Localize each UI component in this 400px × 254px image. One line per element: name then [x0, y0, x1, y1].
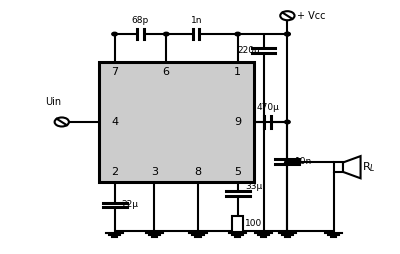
Text: 1: 1: [234, 67, 241, 77]
Text: 33µ: 33µ: [245, 182, 262, 191]
Circle shape: [55, 117, 69, 126]
Text: 9: 9: [234, 117, 241, 127]
Text: 68p: 68p: [132, 16, 149, 25]
Text: 7: 7: [111, 67, 118, 77]
Circle shape: [285, 32, 290, 36]
Bar: [232, 216, 243, 232]
Text: 4: 4: [111, 117, 118, 127]
Text: 5: 5: [234, 167, 241, 177]
Text: 220µ: 220µ: [238, 46, 260, 55]
Text: 6: 6: [163, 67, 170, 77]
Circle shape: [280, 11, 294, 20]
Circle shape: [285, 32, 290, 36]
Circle shape: [164, 32, 169, 36]
Circle shape: [235, 32, 240, 36]
Text: 1n: 1n: [190, 16, 202, 25]
Text: Uin: Uin: [45, 97, 61, 107]
Text: 22µ: 22µ: [122, 200, 139, 210]
Bar: [334, 163, 343, 172]
Circle shape: [285, 120, 290, 124]
Text: 3: 3: [151, 167, 158, 177]
Text: 10n: 10n: [294, 157, 312, 166]
Polygon shape: [343, 156, 360, 178]
Text: R$_L$: R$_L$: [362, 160, 376, 174]
Text: 100: 100: [245, 219, 262, 228]
Text: + Vcc: + Vcc: [297, 11, 326, 21]
Text: 2: 2: [111, 167, 118, 177]
Circle shape: [285, 161, 290, 164]
Text: 8: 8: [194, 167, 202, 177]
Text: 470µ: 470µ: [256, 103, 279, 113]
Bar: [99, 62, 254, 182]
Circle shape: [112, 32, 117, 36]
